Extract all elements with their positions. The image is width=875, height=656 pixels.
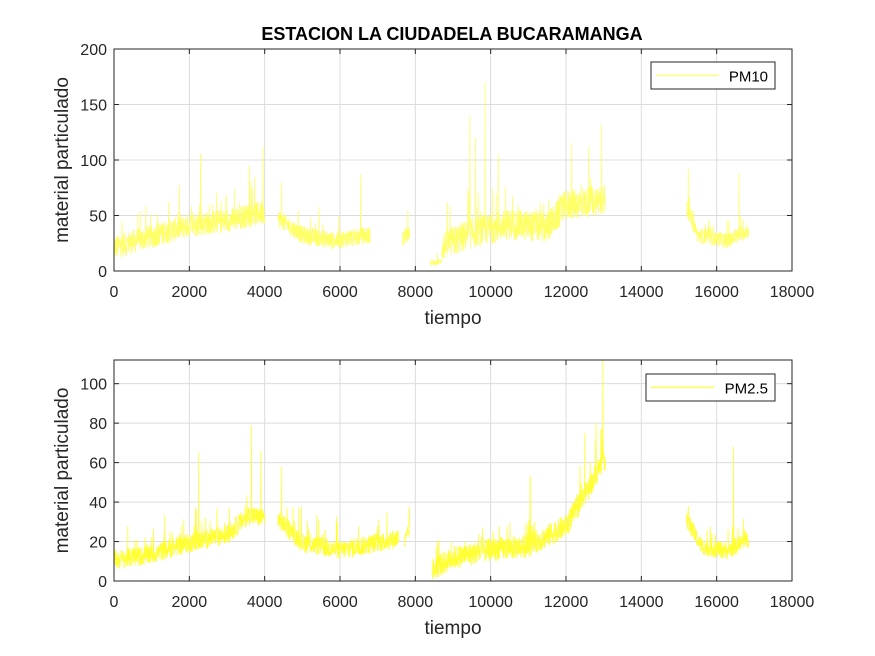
series-line-pm25-segment-3 <box>431 359 606 580</box>
x-tick-label: 16000 <box>694 594 739 611</box>
series-line-pm10-segment-1 <box>277 174 371 250</box>
x-tick-label: 16000 <box>694 284 739 301</box>
x-tick-label: 4000 <box>247 594 283 611</box>
x-axis-label: tiempo <box>424 308 481 329</box>
x-tick-label: 18000 <box>770 594 815 611</box>
axes-frame <box>113 359 793 582</box>
x-tick-label: 6000 <box>322 594 358 611</box>
y-tick-label: 20 <box>89 535 107 552</box>
y-tick-label: 200 <box>80 42 107 59</box>
x-tick-label: 8000 <box>398 284 434 301</box>
y-tick-label: 60 <box>89 456 107 473</box>
x-tick-label: 10000 <box>468 594 513 611</box>
legend-label: PM2.5 <box>725 381 768 398</box>
y-tick-label: 100 <box>80 377 107 394</box>
y-axis-label: material particulado <box>52 77 73 243</box>
x-axis-label: tiempo <box>424 618 481 639</box>
y-tick-label: 50 <box>89 209 107 226</box>
y-axis-label: material particulado <box>52 388 73 554</box>
y-tick-label: 0 <box>98 574 107 591</box>
series-line-pm10-segment-5 <box>686 168 750 249</box>
series-line-pm10-segment-0 <box>113 146 266 258</box>
x-tick-label: 14000 <box>619 284 664 301</box>
y-tick-label: 100 <box>80 153 107 170</box>
y-tick-label: 40 <box>89 495 107 512</box>
series-line-pm25-segment-1 <box>277 466 399 560</box>
chart-title: ESTACION LA CIUDADELA BUCARAMANGA <box>261 24 642 44</box>
x-tick-label: 12000 <box>544 284 589 301</box>
series-line-pm25-segment-0 <box>113 425 266 569</box>
series-line-pm10-segment-3 <box>430 253 443 267</box>
y-tick-label: 150 <box>80 98 107 115</box>
x-tick-label: 6000 <box>322 284 358 301</box>
x-tick-label: 4000 <box>247 284 283 301</box>
pm25-plot: 0 2000 4000 6000 8000 10000 12000 14000 16000 180… <box>52 359 815 639</box>
x-tick-label: 10000 <box>468 284 513 301</box>
x-tick-label: 18000 <box>770 284 815 301</box>
series-line-pm25-segment-2 <box>403 506 411 547</box>
series-line-pm10-segment-2 <box>401 209 411 246</box>
x-tick-label: 12000 <box>544 594 589 611</box>
y-tick-label: 0 <box>98 264 107 281</box>
series-line-pm25-segment-4 <box>686 446 750 560</box>
x-tick-label: 8000 <box>398 594 434 611</box>
x-tick-label: 2000 <box>172 594 208 611</box>
x-tick-label: 2000 <box>172 284 208 301</box>
x-tick-label: 0 <box>110 594 119 611</box>
x-tick-label: 14000 <box>619 594 664 611</box>
legend-label: PM10 <box>729 69 768 86</box>
x-tick-label: 0 <box>110 284 119 301</box>
series-line-pm10-segment-4 <box>441 82 606 259</box>
pm10-plot: 0 2000 4000 6000 8000 10000 12000 14000 16000 180… <box>52 42 814 329</box>
y-tick-label: 80 <box>89 416 107 433</box>
